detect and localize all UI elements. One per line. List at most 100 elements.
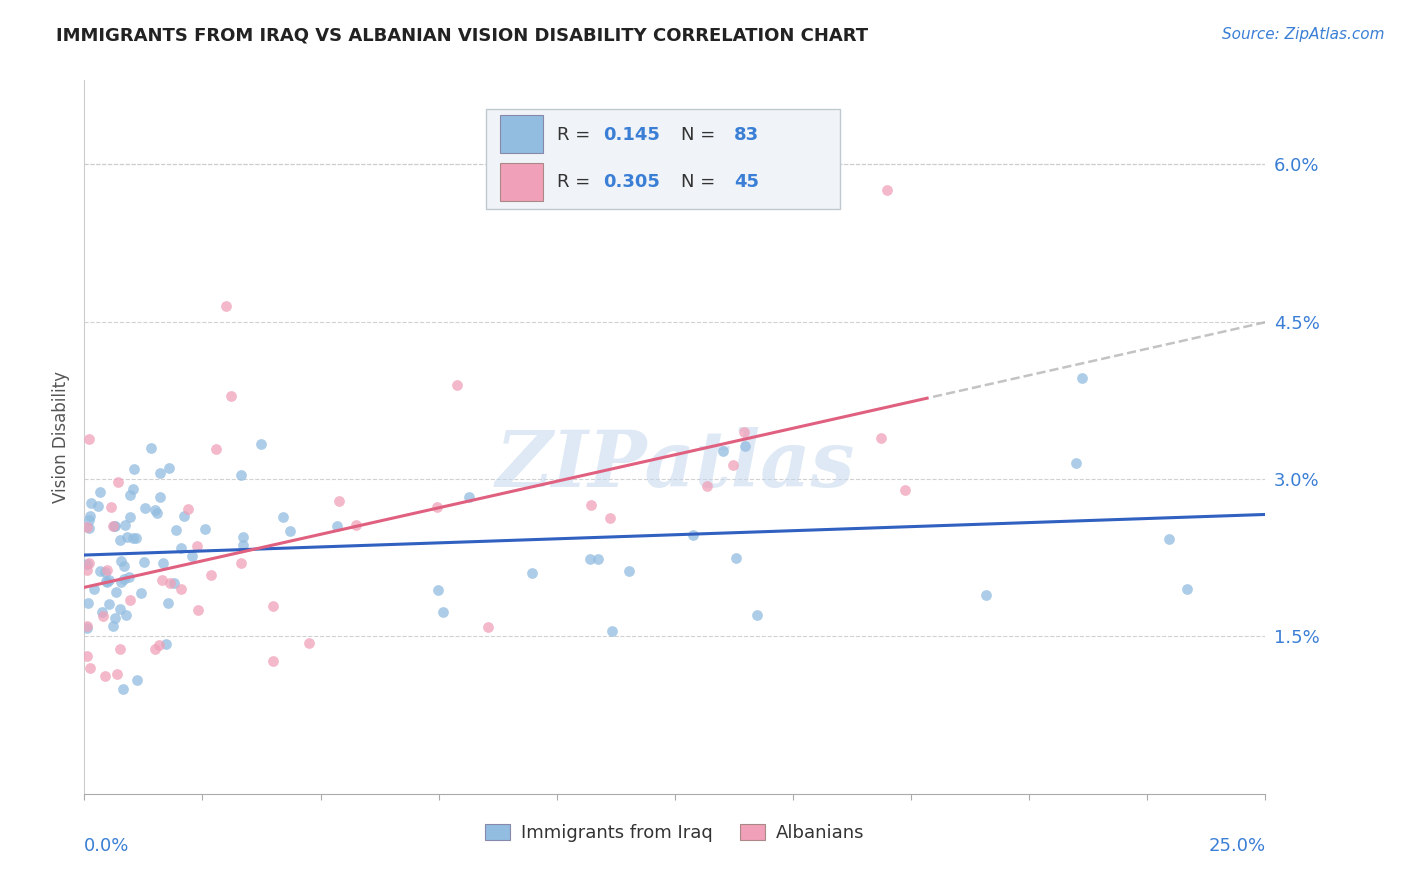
- Point: [103, 519, 125, 533]
- Point: [250, 437, 273, 451]
- Point: [108, 533, 131, 547]
- Point: [446, 378, 468, 392]
- Point: [520, 566, 543, 580]
- Point: [682, 528, 704, 542]
- Point: [262, 599, 284, 614]
- Text: ZIPatlas: ZIPatlas: [495, 427, 855, 504]
- Point: [118, 593, 141, 607]
- Point: [215, 299, 238, 313]
- Point: [599, 511, 621, 525]
- Point: [229, 556, 252, 570]
- Point: [105, 667, 128, 681]
- Point: [125, 673, 148, 688]
- Point: [146, 506, 169, 520]
- Point: [725, 550, 748, 565]
- Point: [723, 458, 745, 472]
- Point: [148, 638, 170, 652]
- Point: [76, 619, 98, 633]
- Point: [77, 596, 100, 610]
- Point: [155, 637, 177, 651]
- Point: [328, 494, 350, 508]
- Point: [232, 530, 254, 544]
- Point: [1157, 532, 1180, 546]
- Point: [869, 431, 891, 445]
- Point: [163, 576, 186, 591]
- Point: [120, 488, 142, 502]
- Point: [77, 521, 100, 535]
- Point: [90, 605, 112, 619]
- Point: [108, 642, 131, 657]
- Point: [80, 495, 103, 509]
- Point: [159, 575, 181, 590]
- Point: [600, 624, 623, 638]
- Point: [94, 574, 117, 588]
- Point: [150, 573, 173, 587]
- Text: IMMIGRANTS FROM IRAQ VS ALBANIAN VISION DISABILITY CORRELATION CHART: IMMIGRANTS FROM IRAQ VS ALBANIAN VISION …: [56, 27, 869, 45]
- Point: [745, 608, 768, 623]
- Point: [115, 608, 138, 623]
- Point: [232, 538, 254, 552]
- Point: [110, 554, 132, 568]
- Point: [876, 184, 898, 198]
- Point: [104, 519, 127, 533]
- Point: [132, 555, 155, 569]
- Point: [181, 549, 204, 563]
- Point: [617, 564, 640, 578]
- Point: [79, 556, 101, 570]
- Point: [200, 568, 222, 582]
- Point: [152, 556, 174, 570]
- Point: [108, 602, 131, 616]
- Point: [165, 523, 187, 537]
- Point: [76, 557, 98, 571]
- Point: [117, 530, 139, 544]
- Point: [711, 444, 734, 458]
- Point: [83, 582, 105, 596]
- Point: [432, 606, 454, 620]
- Point: [177, 501, 200, 516]
- Point: [278, 524, 301, 538]
- Point: [326, 519, 349, 533]
- Point: [76, 563, 98, 577]
- Point: [122, 461, 145, 475]
- Point: [1064, 456, 1087, 470]
- Point: [96, 574, 118, 589]
- Point: [458, 491, 481, 505]
- Point: [344, 517, 367, 532]
- Point: [124, 531, 146, 545]
- Point: [262, 654, 284, 668]
- Point: [91, 609, 114, 624]
- Point: [76, 520, 98, 534]
- Point: [477, 620, 499, 634]
- Point: [1071, 370, 1094, 384]
- Point: [76, 621, 98, 635]
- Y-axis label: Vision Disability: Vision Disability: [52, 371, 70, 503]
- Point: [114, 518, 136, 533]
- Point: [105, 584, 128, 599]
- Point: [157, 596, 180, 610]
- Point: [427, 582, 450, 597]
- Point: [170, 541, 193, 555]
- Point: [170, 582, 193, 596]
- Point: [122, 532, 145, 546]
- Point: [696, 478, 718, 492]
- Point: [221, 388, 243, 402]
- Point: [143, 503, 166, 517]
- Point: [89, 485, 111, 500]
- Point: [204, 442, 226, 456]
- Point: [229, 468, 252, 483]
- Point: [143, 641, 166, 656]
- Point: [104, 610, 127, 624]
- Point: [103, 519, 125, 533]
- Point: [298, 636, 321, 650]
- Point: [139, 441, 162, 455]
- Point: [976, 588, 998, 602]
- Text: 25.0%: 25.0%: [1208, 837, 1265, 855]
- Point: [79, 509, 101, 524]
- Point: [186, 539, 208, 553]
- Point: [734, 439, 756, 453]
- Point: [112, 558, 135, 573]
- Point: [94, 669, 117, 683]
- Point: [97, 597, 120, 611]
- Point: [149, 490, 172, 504]
- Point: [76, 648, 98, 663]
